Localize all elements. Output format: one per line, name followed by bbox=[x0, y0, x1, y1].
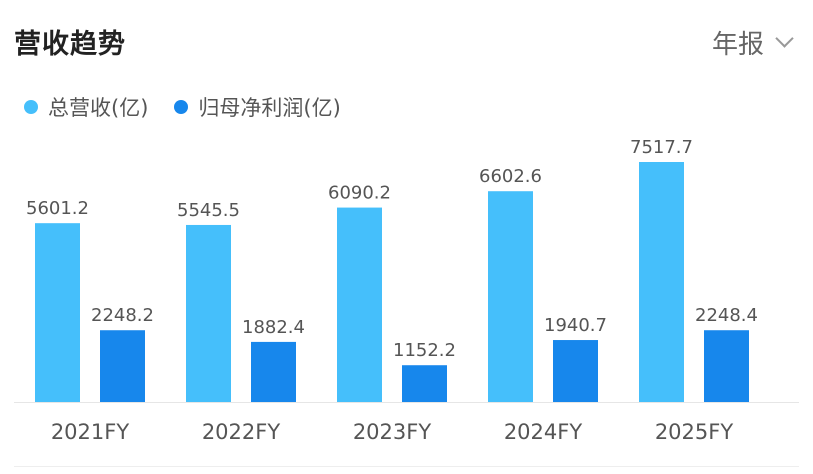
period-selector[interactable]: 年报 bbox=[711, 24, 794, 61]
x-tick-label-2023FY: 2023FY bbox=[353, 420, 432, 444]
bar-profit-2023FY bbox=[402, 365, 447, 402]
period-selector-label: 年报 bbox=[711, 30, 764, 60]
bar-profit-2021FY bbox=[100, 330, 145, 402]
data-label-profit-2024FY: 1940.7 bbox=[544, 315, 607, 336]
x-tick-label-2021FY: 2021FY bbox=[51, 420, 130, 444]
data-label-profit-2021FY: 2248.2 bbox=[91, 305, 154, 326]
data-label-revenue-2024FY: 6602.6 bbox=[479, 166, 542, 187]
data-label-revenue-2025FY: 7517.7 bbox=[630, 137, 693, 158]
legend-label-revenue: 总营收(亿) bbox=[48, 96, 149, 120]
legend-item-revenue: 总营收(亿) bbox=[24, 92, 148, 122]
legend-item-profit: 归母净利润(亿) bbox=[174, 92, 341, 122]
data-label-revenue-2021FY: 5601.2 bbox=[26, 198, 89, 219]
x-tick-label-2024FY: 2024FY bbox=[504, 420, 583, 444]
bar-revenue-2021FY bbox=[35, 223, 80, 402]
bar-profit-2022FY bbox=[251, 341, 296, 402]
bar-revenue-2024FY bbox=[488, 191, 533, 402]
chart-legend: 总营收(亿) 归母净利润(亿) bbox=[24, 92, 341, 122]
bar-profit-2024FY bbox=[553, 340, 598, 402]
bottom-divider bbox=[14, 466, 799, 467]
data-label-revenue-2023FY: 6090.2 bbox=[328, 183, 391, 204]
legend-dot-profit bbox=[174, 100, 189, 114]
data-label-profit-2022FY: 1882.4 bbox=[242, 317, 305, 338]
x-tick-label-2022FY: 2022FY bbox=[202, 420, 281, 444]
data-label-profit-2025FY: 2248.4 bbox=[695, 305, 758, 326]
bar-revenue-2022FY bbox=[186, 224, 231, 402]
x-tick-label-2025FY: 2025FY bbox=[655, 420, 734, 444]
chart-title: 营收趋势 bbox=[14, 29, 126, 60]
bar-revenue-2023FY bbox=[337, 207, 382, 402]
data-label-revenue-2022FY: 5545.5 bbox=[177, 200, 240, 221]
data-label-profit-2023FY: 1152.2 bbox=[393, 340, 456, 361]
legend-label-profit: 归母净利润(亿) bbox=[198, 96, 341, 120]
legend-dot-revenue bbox=[24, 100, 38, 114]
bar-revenue-2025FY bbox=[639, 162, 684, 402]
bar-profit-2025FY bbox=[704, 330, 749, 402]
